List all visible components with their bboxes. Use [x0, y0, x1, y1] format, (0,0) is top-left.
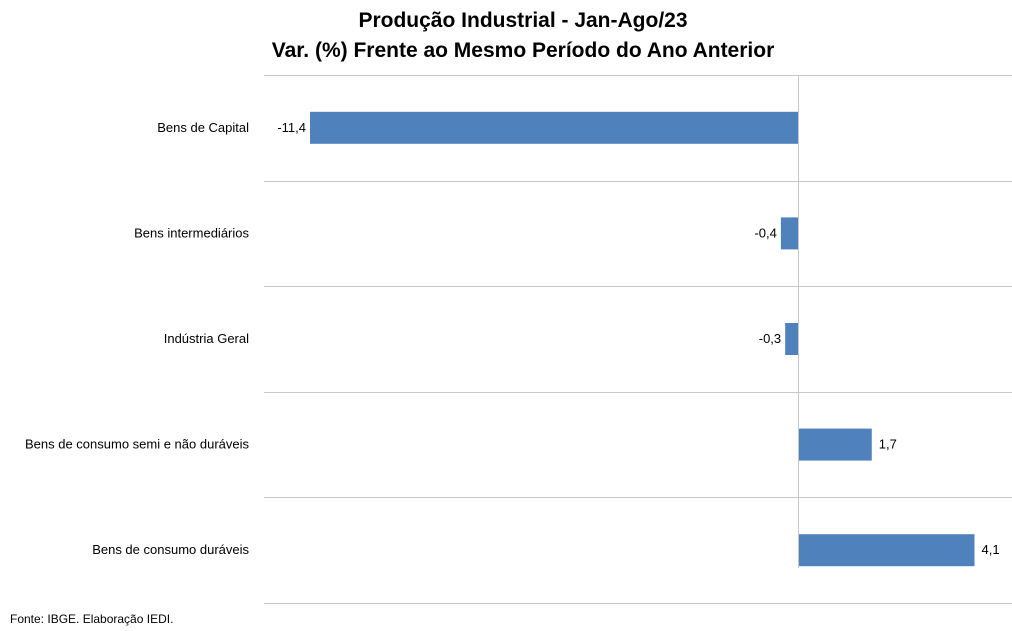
data-label: -11,4 — [277, 120, 306, 135]
gridlines — [264, 75, 1012, 604]
value-labels: -11,4 -0,4 -0,3 1,7 4,1 — [277, 120, 999, 557]
category-label: Indústria Geral — [164, 331, 249, 346]
category-labels: Bens de Capital Bens intermediários Indúst… — [25, 120, 250, 557]
data-label: -0,3 — [759, 331, 781, 346]
category-label: Bens intermediários — [134, 225, 249, 240]
chart-title: Produção Industrial - Jan-Ago/23 — [358, 9, 687, 32]
source-note: Fonte: IBGE. Elaboração IEDI. — [10, 612, 174, 626]
bar — [780, 217, 798, 250]
category-label: Bens de consumo duráveis — [92, 542, 249, 557]
bar — [310, 111, 798, 144]
data-label: -0,4 — [754, 225, 776, 240]
bars — [310, 111, 975, 567]
data-label: 4,1 — [982, 542, 1000, 557]
category-label: Bens de consumo semi e não duráveis — [25, 437, 250, 452]
chart-subtitle: Var. (%) Frente ao Mesmo Período do Ano … — [272, 39, 775, 62]
data-label: 1,7 — [879, 437, 897, 452]
category-label: Bens de Capital — [157, 120, 249, 135]
bar — [799, 428, 872, 461]
bar — [785, 323, 798, 355]
bar — [799, 534, 975, 567]
